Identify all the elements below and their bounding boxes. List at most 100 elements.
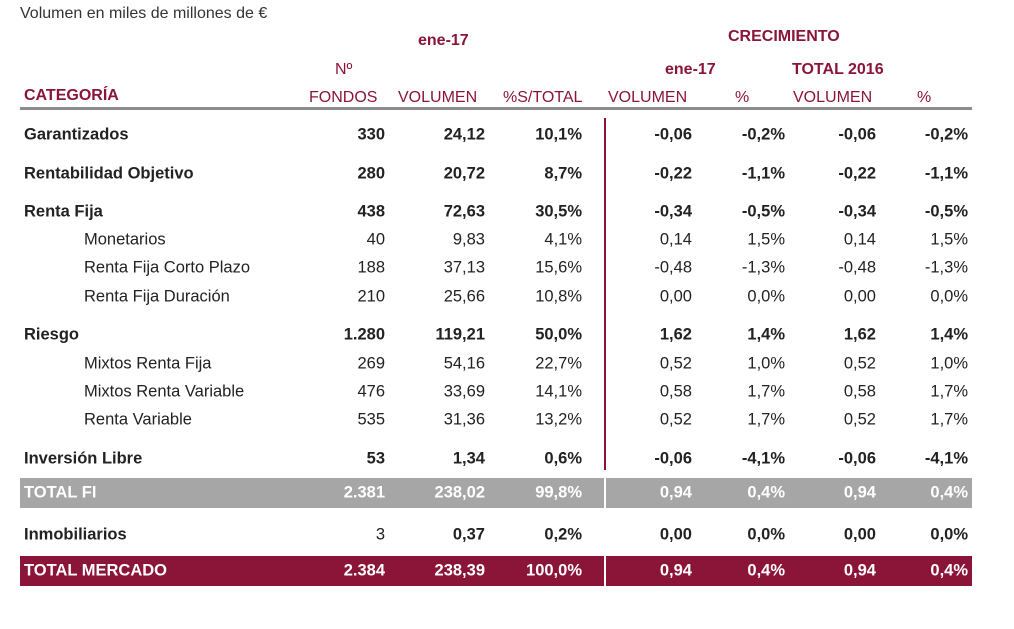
cell-pct-total: 50,0% xyxy=(535,325,582,344)
header-crec-ene17: ene-17 xyxy=(665,61,716,78)
cell-crec-pct: 1,7% xyxy=(747,410,785,429)
cell-fondos: 476 xyxy=(357,382,385,401)
cell-total-pct: 1,7% xyxy=(930,410,968,429)
cell-total-pct: -4,1% xyxy=(924,449,968,468)
cell-pct-total: 22,7% xyxy=(535,354,582,373)
cell-crec-volumen: 1,62 xyxy=(659,325,692,344)
header-total-volumen: VOLUMEN xyxy=(793,89,873,106)
cell-fondos: 2.384 xyxy=(343,561,385,580)
cell-volumen: 1,34 xyxy=(452,449,485,468)
cell-crec-pct: 0,4% xyxy=(747,561,785,580)
cell-crec-pct: -0,2% xyxy=(741,125,785,144)
cell-total-volumen: 0,58 xyxy=(843,382,876,401)
cell-pct-total: 13,2% xyxy=(535,410,582,429)
header-categoria: CATEGORÍA xyxy=(24,87,119,104)
cell-total-pct: -1,3% xyxy=(924,258,968,277)
cell-total-volumen: -0,48 xyxy=(838,258,876,277)
cell-crec-pct: 1,7% xyxy=(747,382,785,401)
cell-volumen: 24,12 xyxy=(443,125,485,144)
cell-crec-pct: 0,4% xyxy=(747,483,785,502)
cell-crec-volumen: 0,58 xyxy=(659,382,692,401)
cell-total-volumen: -0,34 xyxy=(838,202,876,221)
cell-fondos: 269 xyxy=(357,354,385,373)
header-total-pct: % xyxy=(917,89,932,106)
row-label: TOTAL MERCADO xyxy=(24,561,167,580)
table-row: Riesgo 1.280 119,21 50,0% 1,62 1,4% 1,62 1,4% xyxy=(20,320,972,350)
cell-volumen: 37,13 xyxy=(443,258,485,277)
cell-crec-volumen: 0,52 xyxy=(659,410,692,429)
cell-fondos: 2.381 xyxy=(343,483,385,502)
cell-total-pct: 0,0% xyxy=(930,525,968,544)
cell-total-volumen: 0,94 xyxy=(843,561,876,580)
row-label: Renta Variable xyxy=(84,410,192,429)
cell-total-volumen: 1,62 xyxy=(843,325,876,344)
table-row: Inmobiliarios 3 0,37 0,2% 0,00 0,0% 0,00 0,0% xyxy=(20,520,972,550)
cell-total-pct: -0,2% xyxy=(924,125,968,144)
cell-crec-volumen: -0,06 xyxy=(654,125,692,144)
header-n: Nº xyxy=(335,61,353,78)
cell-fondos: 3 xyxy=(375,525,385,544)
cell-fondos: 210 xyxy=(357,287,385,306)
cell-pct-total: 10,1% xyxy=(535,125,582,144)
cell-crec-volumen: 0,52 xyxy=(659,354,692,373)
cell-total-pct: 0,4% xyxy=(930,483,968,502)
table-row: Rentabilidad Objetivo 280 20,72 8,7% -0,22 -1… xyxy=(20,159,972,189)
cell-pct-total: 99,8% xyxy=(535,483,582,502)
row-label: Mixtos Renta Variable xyxy=(84,382,245,401)
cell-pct-total: 14,1% xyxy=(535,382,582,401)
cell-fondos: 280 xyxy=(357,164,385,183)
cell-fondos: 188 xyxy=(357,258,385,277)
cell-fondos: 438 xyxy=(357,202,385,221)
cell-total-volumen: 0,94 xyxy=(843,483,876,502)
row-label: Inmobiliarios xyxy=(24,525,127,544)
row-label: Inversión Libre xyxy=(24,449,143,468)
cell-pct-total: 10,8% xyxy=(535,287,582,306)
row-label: Renta Fija Duración xyxy=(84,287,230,306)
table-row: TOTAL MERCADO 2.384 238,39 100,0% 0,94 0,4% 0,… xyxy=(20,556,972,586)
table-row: Monetarios 40 9,83 4,1% 0,14 1,5% 0,14 1,5% xyxy=(20,225,972,255)
cell-crec-pct: 1,0% xyxy=(747,354,785,373)
row-label: Rentabilidad Objetivo xyxy=(24,164,194,183)
cell-crec-pct: 0,0% xyxy=(747,287,785,306)
header-total-2016: TOTAL 2016 xyxy=(792,61,884,78)
row-label: TOTAL FI xyxy=(24,483,97,502)
cell-total-volumen: 0,00 xyxy=(843,287,876,306)
table-row: Mixtos Renta Variable 476 33,69 14,1% 0,58 1,… xyxy=(20,377,972,407)
cell-pct-total: 30,5% xyxy=(535,202,582,221)
cell-fondos: 53 xyxy=(366,449,385,468)
cell-pct-total: 4,1% xyxy=(544,230,582,249)
cell-total-pct: 1,0% xyxy=(930,354,968,373)
cell-crec-volumen: 0,94 xyxy=(659,483,692,502)
table-row: TOTAL FI 2.381 238,02 99,8% 0,94 0,4% 0,94 0,4% xyxy=(20,478,972,508)
cell-volumen: 238,39 xyxy=(434,561,485,580)
cell-volumen: 31,36 xyxy=(443,410,485,429)
table-row: Renta Variable 535 31,36 13,2% 0,52 1,7% 0,52 1… xyxy=(20,405,972,435)
cell-pct-total: 100,0% xyxy=(526,561,582,580)
cell-crec-pct: 0,0% xyxy=(747,525,785,544)
cell-crec-volumen: -0,22 xyxy=(654,164,692,183)
cell-total-pct: 1,5% xyxy=(930,230,968,249)
cell-pct-total: 0,2% xyxy=(544,525,582,544)
cell-crec-pct: -1,3% xyxy=(741,258,785,277)
cell-total-pct: -0,5% xyxy=(924,202,968,221)
cell-crec-volumen: -0,06 xyxy=(654,449,692,468)
cell-total-volumen: 0,52 xyxy=(843,354,876,373)
cell-total-volumen: -0,06 xyxy=(838,449,876,468)
cell-fondos: 1.280 xyxy=(343,325,385,344)
header-ene17: ene-17 xyxy=(418,32,469,49)
header-crecimiento: CRECIMIENTO xyxy=(728,28,840,45)
cell-total-volumen: -0,22 xyxy=(838,164,876,183)
cell-total-volumen: -0,06 xyxy=(838,125,876,144)
table-row: Renta Fija 438 72,63 30,5% -0,34 -0,5% -0,34 -0… xyxy=(20,197,972,227)
cell-volumen: 72,63 xyxy=(443,202,485,221)
cell-crec-pct: 1,4% xyxy=(747,325,785,344)
row-label: Riesgo xyxy=(24,325,80,344)
cell-total-pct: 1,7% xyxy=(930,382,968,401)
cell-crec-pct: -4,1% xyxy=(741,449,785,468)
cell-total-volumen: 0,00 xyxy=(843,525,876,544)
cell-crec-volumen: 0,00 xyxy=(659,287,692,306)
cell-crec-volumen: 0,94 xyxy=(659,561,692,580)
header-volumen: VOLUMEN xyxy=(398,89,478,106)
row-label: Garantizados xyxy=(24,125,129,144)
table-row: Inversión Libre 53 1,34 0,6% -0,06 -4,1% -0,06… xyxy=(20,444,972,474)
